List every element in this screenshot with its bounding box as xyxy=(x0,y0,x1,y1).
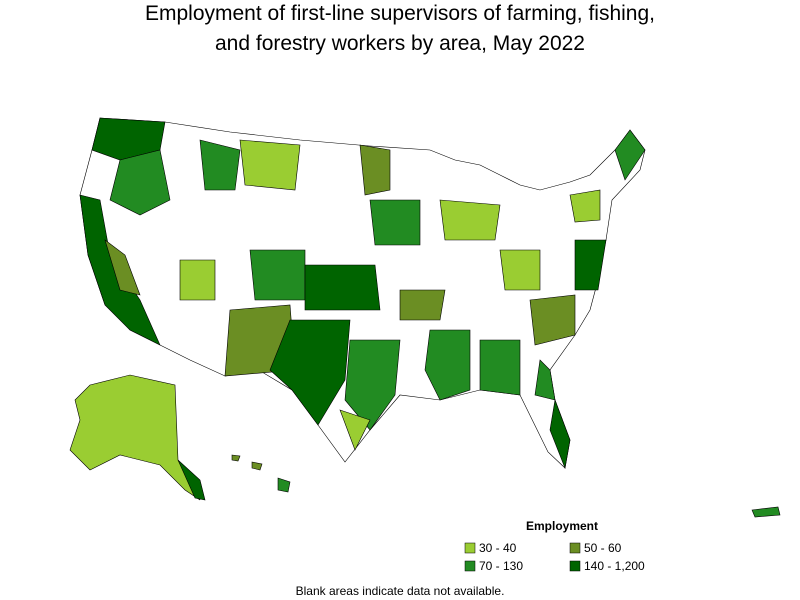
region xyxy=(569,189,601,223)
puerto-rico xyxy=(751,506,781,518)
region xyxy=(359,144,391,196)
alaska-panhandle xyxy=(177,459,206,501)
legend-label: 70 - 130 xyxy=(479,559,523,573)
region xyxy=(549,398,571,470)
legend-swatch xyxy=(464,560,476,572)
region xyxy=(104,239,141,296)
region xyxy=(199,139,241,191)
region xyxy=(574,239,607,291)
alaska xyxy=(69,374,201,501)
region xyxy=(339,409,371,451)
region xyxy=(479,339,521,396)
hawaii xyxy=(277,477,291,493)
region xyxy=(344,339,401,431)
legend-label: 30 - 40 xyxy=(479,541,517,555)
region xyxy=(249,249,306,301)
region xyxy=(269,319,351,426)
note: Blank areas indicate data not available. xyxy=(296,584,505,598)
region xyxy=(529,294,576,346)
title-line: Employment of first-line supervisors of … xyxy=(145,2,655,25)
title-line: and forestry workers by area, May 2022 xyxy=(215,32,585,55)
region xyxy=(239,139,301,191)
legend-swatch xyxy=(464,542,476,554)
region xyxy=(614,129,646,181)
legend-swatch xyxy=(569,560,581,572)
region xyxy=(499,249,541,291)
region xyxy=(369,199,421,246)
region xyxy=(424,329,471,401)
region xyxy=(179,259,216,301)
legend-title: Employment xyxy=(526,519,598,533)
region xyxy=(439,199,501,241)
hawaii xyxy=(231,454,241,462)
map xyxy=(69,117,781,518)
region xyxy=(304,264,381,311)
legend-label: 50 - 60 xyxy=(584,541,622,555)
hawaii xyxy=(251,461,263,471)
region xyxy=(399,289,446,321)
legend-label: 140 - 1,200 xyxy=(584,559,645,573)
legend-swatch xyxy=(569,542,581,554)
legend: 30 - 40 50 - 60 70 - 130 140 - 1,200 xyxy=(464,541,645,573)
region xyxy=(109,149,171,216)
